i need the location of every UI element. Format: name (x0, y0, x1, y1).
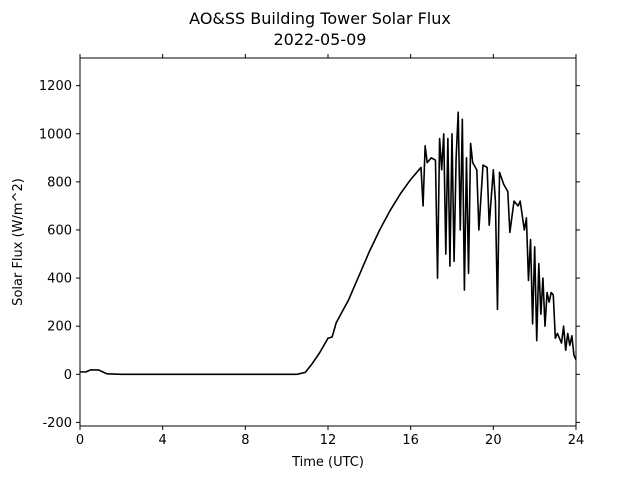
y-tick-label: 600 (47, 223, 72, 238)
y-tick-label: 400 (47, 272, 72, 287)
x-axis-label: Time (UTC) (291, 455, 364, 470)
chart-subtitle: 2022-05-09 (274, 30, 367, 49)
series-line (80, 111, 577, 376)
y-tick-label: 200 (47, 320, 72, 335)
y-tick-label: -200 (42, 416, 72, 431)
x-tick-label: 24 (568, 433, 585, 448)
x-tick-label: 16 (402, 433, 419, 448)
y-axis-label: Solar Flux (W/m^2) (11, 178, 26, 306)
chart-title: AO&SS Building Tower Solar Flux (189, 9, 451, 28)
x-tick-label: 20 (485, 433, 502, 448)
x-tick-label: 4 (159, 433, 167, 448)
x-tick-label: 0 (76, 433, 84, 448)
y-tick-label: 1200 (39, 79, 72, 94)
plot-frame (79, 57, 577, 427)
y-tick-label: 1000 (39, 127, 72, 142)
x-tick-label: 8 (241, 433, 249, 448)
x-tick-label: 12 (320, 433, 337, 448)
y-tick-label: 800 (47, 175, 72, 190)
y-tick-label: 0 (64, 368, 72, 383)
